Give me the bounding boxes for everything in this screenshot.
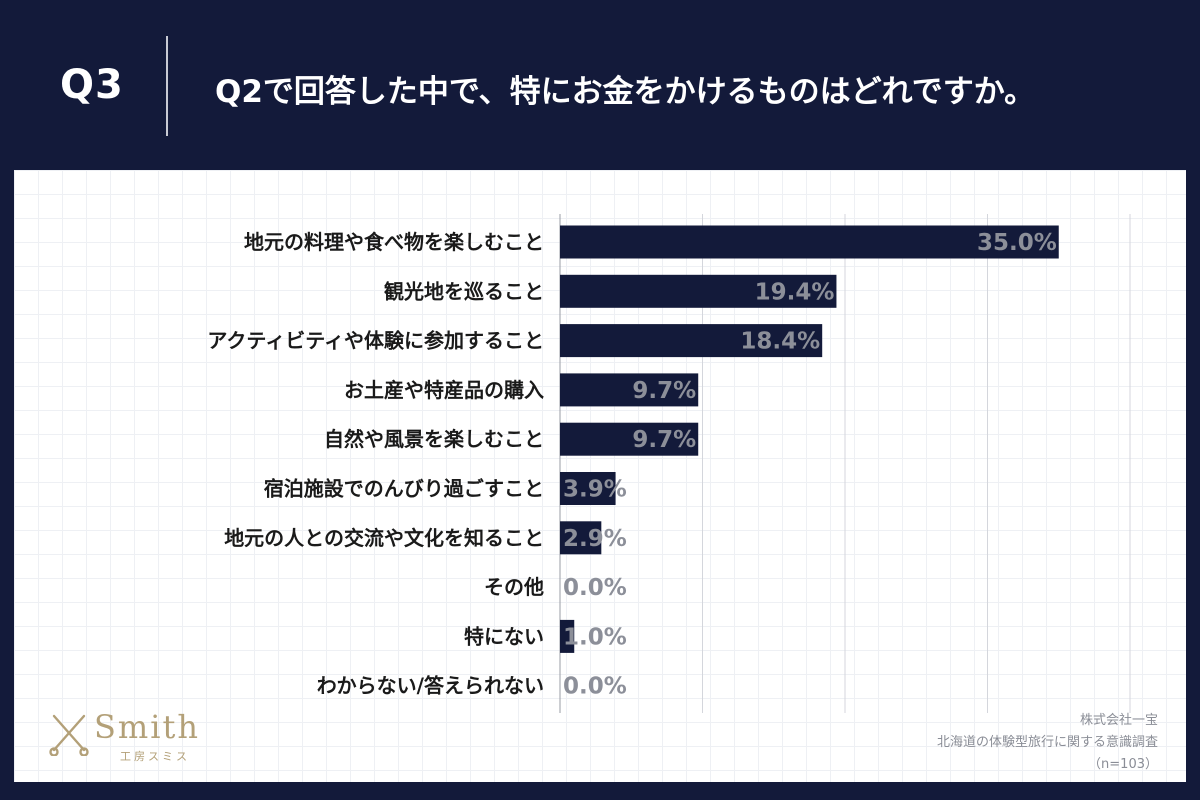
bar-chart: 地元の料理や食べ物を楽しむこと 35.0% 観光地を巡ること 19.4% アクティビティ… — [207, 214, 1131, 713]
data-label: 9.7% — [632, 427, 696, 453]
data-label: 0.0% — [563, 575, 627, 601]
data-label: 2.9% — [563, 526, 627, 552]
category-label: アクティビティや体験に参加すること — [207, 329, 544, 353]
question-number: Q3 — [60, 62, 124, 108]
scissors-logo-icon — [49, 714, 89, 756]
footer-company: 株式会社一宝 — [1079, 713, 1158, 728]
category-label: 地元の人との交流や文化を知ること — [224, 526, 544, 550]
data-label: 35.0% — [977, 230, 1057, 256]
bar — [560, 422, 699, 456]
bar — [560, 619, 575, 653]
footer-sample-size: （n=103） — [1088, 757, 1158, 772]
chart-panel: 地元の料理や食べ物を楽しむこと 35.0% 観光地を巡ること 19.4% アクティビティ… — [14, 170, 1186, 782]
data-label: 18.4% — [740, 329, 820, 355]
data-label: 9.7% — [632, 378, 696, 404]
category-label: わからない/答えられない — [317, 674, 544, 698]
bar — [560, 274, 837, 308]
bar — [560, 373, 699, 407]
data-label: 19.4% — [755, 279, 835, 305]
logo: Smith 工房スミス — [48, 708, 248, 768]
category-label: 地元の料理や食べ物を楽しむこと — [244, 230, 544, 254]
bar — [560, 324, 823, 358]
footer-source: 株式会社一宝 北海道の体験型旅行に関する意識調査 （n=103） — [758, 710, 1158, 776]
data-label: 1.0% — [563, 624, 627, 650]
category-label: 観光地を巡ること — [384, 279, 544, 303]
bar — [560, 225, 1059, 259]
header-divider — [166, 36, 168, 136]
category-label: その他 — [484, 575, 544, 599]
category-label: 宿泊施設でのんびり過ごすこと — [264, 477, 544, 501]
category-label: お土産や特産品の購入 — [344, 378, 544, 402]
bar — [560, 472, 616, 505]
question-text: Q2で回答した中で、特にお金をかけるものはどれですか。 — [215, 74, 1036, 110]
data-label: 3.9% — [563, 477, 627, 503]
footer-survey-title: 北海道の体験型旅行に関する意識調査 — [936, 735, 1158, 750]
logo-wordmark: Smith — [94, 708, 200, 746]
logo-subtitle: 工房スミス — [120, 750, 190, 763]
bar — [560, 521, 602, 555]
data-label: 0.0% — [563, 674, 627, 700]
header: Q3 Q2で回答した中で、特にお金をかけるものはどれですか。 — [0, 0, 1200, 170]
category-label: 特にない — [464, 624, 544, 648]
category-label: 自然や風景を楽しむこと — [324, 427, 544, 451]
